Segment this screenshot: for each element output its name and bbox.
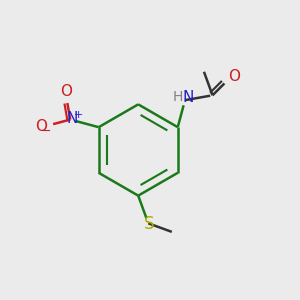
Text: O: O (60, 84, 72, 99)
Text: H: H (172, 90, 183, 104)
Text: N: N (66, 112, 77, 127)
Text: O: O (228, 69, 240, 84)
Text: S: S (144, 214, 154, 232)
Text: O: O (35, 119, 47, 134)
Text: −: − (41, 125, 52, 138)
Text: +: + (74, 110, 83, 120)
Text: N: N (182, 90, 194, 105)
